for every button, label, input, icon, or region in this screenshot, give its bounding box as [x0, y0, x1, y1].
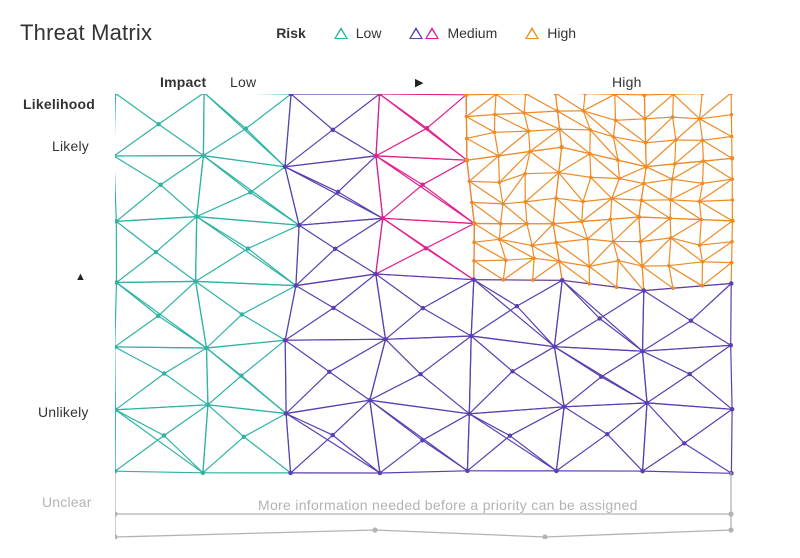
axis-label: Likely: [52, 138, 89, 154]
axis-label: High: [612, 74, 642, 90]
axis-label: Unlikely: [38, 404, 89, 420]
mesh-svg: [115, 94, 775, 539]
header: Threat Matrix Risk Low Medium High: [20, 20, 780, 46]
risk-legend: Risk Low Medium High: [276, 25, 576, 41]
legend-label: Low: [356, 25, 382, 41]
legend-item-low: Low: [334, 25, 382, 41]
triangle-icon: [334, 27, 348, 39]
axis-label: Low: [230, 74, 256, 90]
page-title: Threat Matrix: [20, 20, 152, 46]
legend-label: Medium: [447, 25, 497, 41]
legend-item-medium: Medium: [409, 25, 497, 41]
threat-matrix-chart: Impact Low High Likelihood Likely Unlikely Unc…: [20, 74, 780, 544]
axis-label: Unclear: [42, 494, 92, 510]
triangle-icon: [525, 27, 539, 39]
triangle-icon: [409, 27, 439, 39]
legend-item-high: High: [525, 25, 576, 41]
legend-label: High: [547, 25, 576, 41]
nav-arrow-icon[interactable]: ▶: [415, 76, 423, 89]
nav-arrow-icon[interactable]: ▲: [75, 271, 86, 283]
axis-label: Impact: [160, 74, 206, 90]
legend-title: Risk: [276, 25, 306, 41]
axis-label: Likelihood: [23, 96, 95, 112]
